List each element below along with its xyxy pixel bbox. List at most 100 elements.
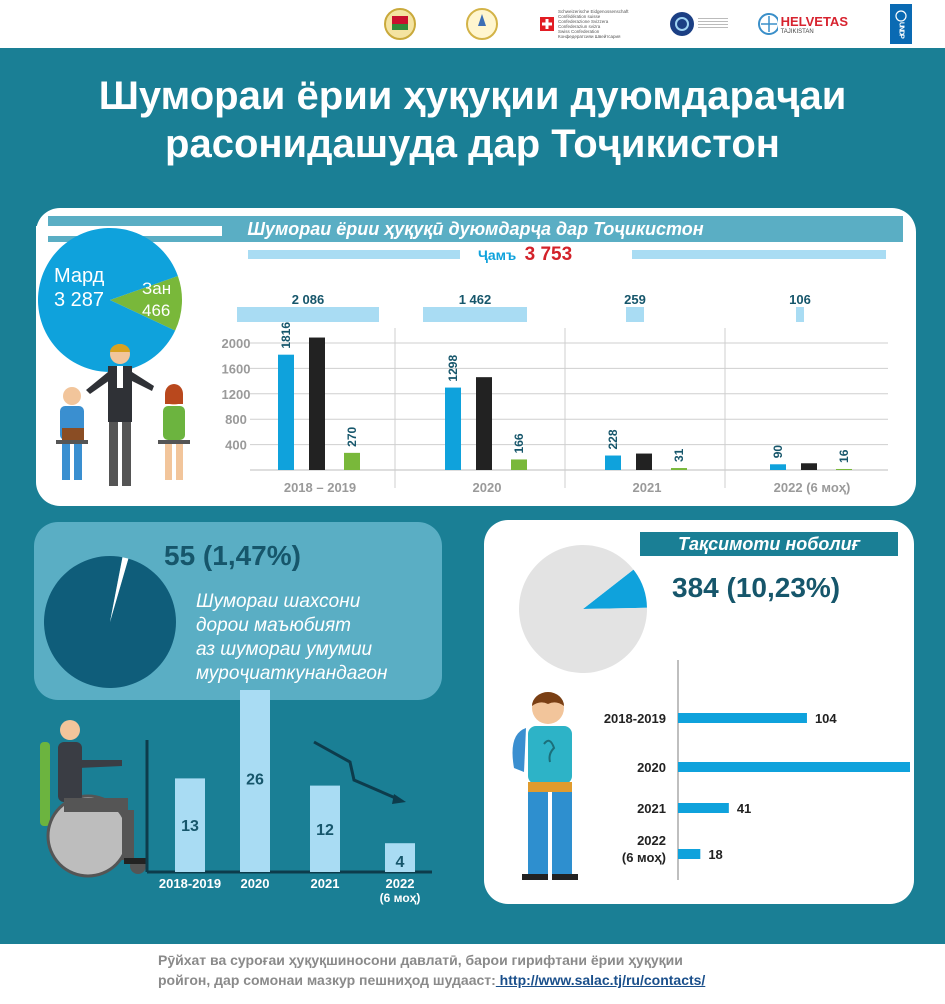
contacts-link[interactable]: http://www.salac.tj/ru/contacts/	[495, 972, 706, 988]
footer-line-1: Рӯйхат ва суроғаи ҳуқуқшиносони давлатӣ,…	[158, 952, 683, 968]
total-value: 3 753	[524, 244, 573, 265]
page-title: Шумораи ёрии ҳуқуқии дуюмдараҷаи расонид…	[0, 72, 945, 168]
x-category-label: 2021	[633, 480, 662, 495]
x-category-label: 2020	[241, 876, 270, 891]
bar	[344, 452, 360, 470]
helvetas-sub-text: TAJIKISTAN	[780, 28, 814, 35]
group-total-label: 106	[789, 292, 811, 307]
y-tick-label: 1600	[222, 361, 251, 376]
bar	[511, 459, 527, 470]
note-line: аз шумораи умумии	[196, 639, 373, 660]
group-total-label: 2 086	[292, 292, 325, 307]
swiss-line: Confederazione Svizzera	[558, 19, 609, 24]
bar	[445, 387, 461, 470]
y-category-label: 2021	[637, 801, 666, 816]
x-category-label: 2021	[311, 876, 340, 891]
female-value: 466	[142, 301, 171, 320]
pie-slice-adults	[519, 545, 647, 673]
helvetas-text: HELVETAS	[780, 13, 848, 29]
y-tick-label: 400	[225, 438, 247, 453]
minors-big-stat: 384 (10,23%)	[672, 572, 841, 603]
helvetas-logo: HELVETAS TAJIKISTAN	[758, 6, 848, 42]
bar	[801, 463, 817, 470]
female-label: Зан	[142, 279, 172, 298]
bar	[310, 785, 340, 872]
minors-pie-chart	[519, 545, 647, 673]
undp-logo: UNDP	[890, 4, 912, 44]
group-total-label: 1 462	[459, 292, 492, 307]
pie-slice-minors	[583, 569, 647, 609]
footer: Рӯйхат ва суроғаи ҳуқуқшиносони давлатӣ,…	[0, 944, 945, 1004]
group-total-strip	[237, 307, 379, 322]
x-category-label: 2022	[386, 876, 415, 891]
person-head	[63, 387, 81, 405]
panel1-banner: Шумораи ёрии ҳуқуқӣ дуюмдарҷа дар Тоҷики…	[48, 216, 903, 242]
consortium-logo	[668, 6, 728, 42]
bar-value-label: 13	[181, 818, 199, 835]
disability-bar-chart: 13 2018-2019 26 2020 12 2021 4 2022(6 моҳ)	[145, 690, 432, 905]
total-label-text: Ҷамъ	[478, 247, 517, 263]
bar-value-label: 90	[771, 445, 785, 459]
y-tick-label: 1200	[222, 387, 251, 402]
bar	[678, 762, 910, 772]
bar-value-label: 1298	[446, 355, 460, 382]
bar-value-label: 104	[815, 711, 837, 726]
pie-slice-female	[110, 275, 182, 331]
bar	[175, 778, 205, 872]
bar	[476, 377, 492, 470]
note-line: муроҷиаткунандагон	[196, 663, 388, 684]
y-category-sublabel: (6 моҳ)	[622, 850, 666, 865]
bar-value-label: 41	[737, 801, 751, 816]
bar-value-label: 1816	[279, 322, 293, 349]
minors-banner: Тақсимоти ноболиғ	[640, 532, 898, 556]
x-category-label: 2018 – 2019	[284, 480, 356, 495]
disability-note: Шумораи шахсони дорои маъюбият аз шумора…	[196, 590, 387, 686]
undp-text: UNDP	[897, 22, 905, 38]
bar-value-label: 228	[606, 429, 620, 449]
coat-of-arms-logo	[380, 6, 420, 42]
title-line-1: Шумораи ёрии ҳуқуқии дуюмдараҷаи	[98, 74, 847, 118]
note-line: дорои маъюбият	[196, 615, 351, 636]
bar-value-label: 26	[246, 771, 264, 788]
person-head	[60, 720, 80, 740]
bar	[671, 468, 687, 470]
x-category-label: 2020	[473, 480, 502, 495]
swiss-line: Confédération suisse	[558, 14, 601, 19]
footer-line-2: ройгон, дар сомонаи мазкур пешниҳод шуда…	[158, 972, 705, 988]
note-line: Шумораи шахсони	[196, 591, 361, 612]
bar-value-label: 18	[708, 847, 722, 862]
bar-value-label: 31	[672, 448, 686, 462]
swiss-line: Swiss Confederation	[558, 29, 600, 34]
y-tick-label: 800	[225, 412, 247, 427]
y-category-label: 2022	[637, 833, 666, 848]
footer-line-2-text: ройгон, дар сомонаи мазкур пешниҳод шуда…	[158, 972, 496, 988]
bar-value-label: 12	[316, 822, 334, 839]
bar	[836, 468, 852, 470]
bar	[770, 464, 786, 470]
title-line-2: расонидашуда дар Тоҷикистон	[165, 122, 780, 166]
bar-value-label: 270	[345, 427, 359, 447]
bar	[605, 455, 621, 470]
bar	[678, 713, 807, 723]
x-category-label: 2022 (6 моҳ)	[774, 480, 851, 495]
group-total-strip	[626, 307, 644, 322]
pie-female-label: Зан 466	[142, 278, 171, 322]
pie-slice-disability	[110, 557, 129, 622]
decor-strip	[248, 250, 460, 259]
swiss-line: Конфедератсияи Швейтсария	[558, 34, 621, 39]
x-category-label: 2018-2019	[159, 876, 221, 891]
pie-slice-male	[38, 228, 178, 372]
swiss-line: Confederaziun svizra	[558, 24, 601, 29]
legal-aid-bar-chart: 2000 1600 1200 800 400 2 086 1816 270 2018 – 201…	[222, 292, 888, 495]
bar-value-label: 4	[396, 854, 405, 871]
logo-bar: Schweizerische Eidgenossenschaft Confédé…	[0, 0, 945, 48]
bar	[678, 849, 701, 859]
bar	[309, 337, 325, 470]
gender-pie-chart	[38, 228, 182, 372]
decor-strip	[632, 250, 886, 259]
group-total-label: 259	[624, 292, 646, 307]
group-total-strip	[796, 307, 804, 322]
x-category-sublabel: (6 моҳ)	[380, 891, 421, 905]
trend-arrow	[313, 740, 401, 802]
wheelchair-illustration	[40, 720, 146, 878]
